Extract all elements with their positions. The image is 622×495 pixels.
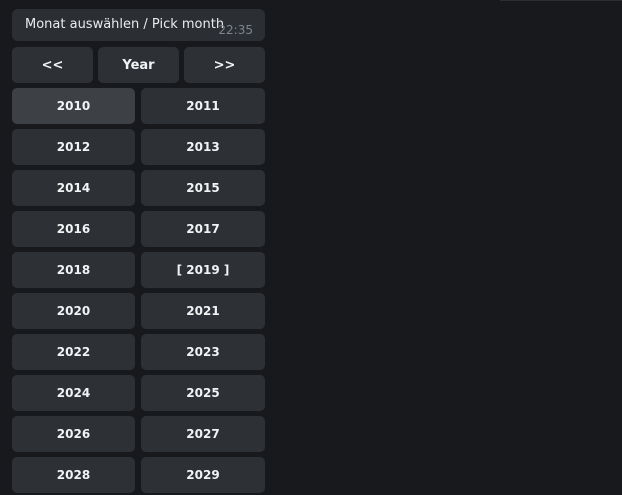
year-button[interactable]: 2010 xyxy=(12,88,135,124)
year-button[interactable]: 2027 xyxy=(141,416,265,452)
year-button[interactable]: 2014 xyxy=(12,170,135,206)
year-button[interactable]: 2015 xyxy=(141,170,265,206)
year-button[interactable]: 2021 xyxy=(141,293,265,329)
message-text: Monat auswählen / Pick month xyxy=(25,17,225,32)
year-button[interactable]: 2026 xyxy=(12,416,135,452)
year-header-button[interactable]: Year xyxy=(98,47,179,83)
year-button[interactable]: 2011 xyxy=(141,88,265,124)
year-button[interactable]: 2025 xyxy=(141,375,265,411)
divider xyxy=(500,0,622,1)
year-button[interactable]: 2023 xyxy=(141,334,265,370)
year-button[interactable]: 2018 xyxy=(12,252,135,288)
message-time: 22:35 xyxy=(218,23,253,37)
year-button[interactable]: 2013 xyxy=(141,129,265,165)
year-button[interactable]: 2022 xyxy=(12,334,135,370)
message-bubble: Monat auswählen / Pick month 22:35 xyxy=(12,9,265,41)
next-button[interactable]: >> xyxy=(184,47,265,83)
year-button[interactable]: 2012 xyxy=(12,129,135,165)
year-button[interactable]: 2029 xyxy=(141,457,265,493)
year-button[interactable]: 2028 xyxy=(12,457,135,493)
year-button[interactable]: 2016 xyxy=(12,211,135,247)
year-button[interactable]: 2020 xyxy=(12,293,135,329)
year-button[interactable]: [ 2019 ] xyxy=(141,252,265,288)
year-button[interactable]: 2024 xyxy=(12,375,135,411)
year-button[interactable]: 2017 xyxy=(141,211,265,247)
prev-button[interactable]: << xyxy=(12,47,93,83)
